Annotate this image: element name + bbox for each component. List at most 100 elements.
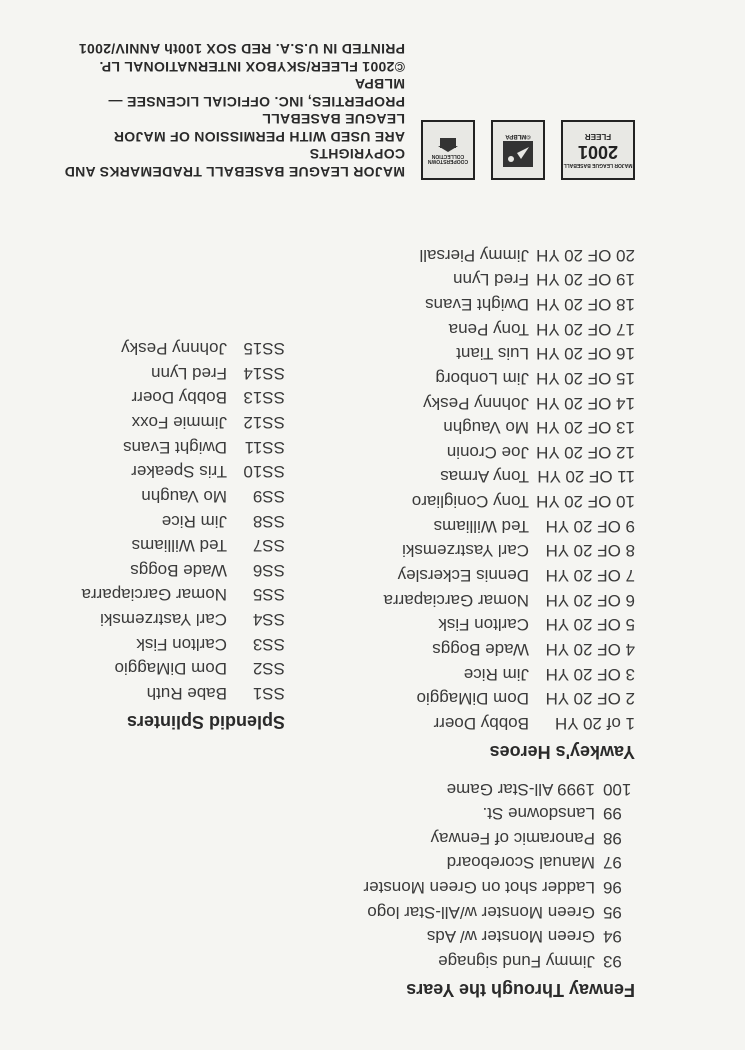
list-item: 7 OF 20 YHDennis Eckersley bbox=[335, 562, 635, 587]
item-code: 13 OF 20 YH bbox=[529, 415, 635, 440]
cooperstown-text: COOPERSTOWN COLLECTION bbox=[423, 153, 473, 164]
list-item: SS8Jim Rice bbox=[60, 508, 285, 533]
item-code: SS14 bbox=[227, 360, 285, 385]
item-num: 94 bbox=[595, 924, 635, 949]
item-name: Tony Pena bbox=[335, 316, 529, 341]
list-item: 16 OF 20 YHLuis Tiant bbox=[335, 341, 635, 366]
list-item: 93Jimmy Fund signage bbox=[335, 948, 635, 973]
item-code: 2 OF 20 YH bbox=[529, 686, 635, 711]
item-name: Manual Scoreboard bbox=[335, 850, 595, 875]
list-item: 19 OF 20 YHFred Lynn bbox=[335, 267, 635, 292]
list-item: 11 OF 20 YHTony Armas bbox=[335, 464, 635, 489]
item-code: 10 OF 20 YH bbox=[529, 488, 635, 513]
fleer-top-text: MAJOR LEAGUE BASEBALL bbox=[564, 162, 633, 168]
item-name: Joe Cronin bbox=[335, 439, 529, 464]
splendid-title: Splendid Splinters bbox=[60, 711, 285, 732]
list-item: 1 of 20 YHBobby Doerr bbox=[335, 710, 635, 735]
list-item: SS10Tris Speaker bbox=[60, 459, 285, 484]
item-code: SS11 bbox=[227, 434, 285, 459]
item-name: Jimmy Fund signage bbox=[335, 948, 595, 973]
list-item: SS3Carlton Fisk bbox=[60, 631, 285, 656]
item-num: 100 bbox=[595, 776, 635, 801]
item-code: SS5 bbox=[227, 582, 285, 607]
item-code: SS8 bbox=[227, 508, 285, 533]
list-item: SS9Mo Vaughn bbox=[60, 483, 285, 508]
list-item: SS7Ted Williams bbox=[60, 533, 285, 558]
list-item: SS15Johnny Pesky bbox=[60, 335, 285, 360]
item-code: SS3 bbox=[227, 631, 285, 656]
item-name: Bobby Doerr bbox=[335, 710, 529, 735]
mlbpa-text: ©MLBPA bbox=[505, 133, 530, 139]
list-item: 99Lansdowne St. bbox=[335, 801, 635, 826]
list-item: 13 OF 20 YHMo Vaughn bbox=[335, 415, 635, 440]
item-code: 4 OF 20 YH bbox=[529, 636, 635, 661]
fleer-year: 2001 bbox=[578, 141, 618, 162]
item-name: Jim Lonborg bbox=[335, 365, 529, 390]
item-name: Tony Conigliaro bbox=[335, 488, 529, 513]
list-item: 10 OF 20 YHTony Conigliaro bbox=[335, 488, 635, 513]
item-code: 9 OF 20 YH bbox=[529, 513, 635, 538]
item-name: Panoramic of Fenway bbox=[335, 825, 595, 850]
item-name: Jim Rice bbox=[335, 661, 529, 686]
list-item: 18 OF 20 YHDwight Evans bbox=[335, 291, 635, 316]
fleer-brand: FLEER bbox=[585, 132, 611, 141]
legal-line: PROPERTIES, INC. OFFICIAL LICENSEE — MLB… bbox=[60, 75, 405, 110]
item-name: Carl Yastrzemski bbox=[60, 606, 227, 631]
list-item: 96Ladder shot on Green Monster bbox=[335, 874, 635, 899]
item-name: Ladder shot on Green Monster bbox=[335, 874, 595, 899]
item-code: 11 OF 20 YH bbox=[529, 464, 635, 489]
item-name: Luis Tiant bbox=[335, 341, 529, 366]
item-name: Ted Williams bbox=[335, 513, 529, 538]
card-back-page: Fenway Through the Years 93Jimmy Fund si… bbox=[0, 0, 745, 1050]
list-item: 95Green Monster w/All-Star logo bbox=[335, 899, 635, 924]
list-item: SS6Wade Boggs bbox=[60, 557, 285, 582]
left-column: Fenway Through the Years 93Jimmy Fund si… bbox=[335, 200, 635, 1000]
item-code: SS12 bbox=[227, 409, 285, 434]
item-code: SS2 bbox=[227, 656, 285, 681]
list-item: 94Green Monster w/ Ads bbox=[335, 924, 635, 949]
fleer-logo: MAJOR LEAGUE BASEBALL 2001 FLEER bbox=[561, 120, 635, 180]
item-name: Carlton Fisk bbox=[335, 612, 529, 637]
item-name: Johnny Pesky bbox=[60, 335, 227, 360]
item-code: SS1 bbox=[227, 680, 285, 705]
item-code: SS4 bbox=[227, 606, 285, 631]
legal-line: PRINTED IN U.S.A. RED SOX 100th ANNIV/20… bbox=[60, 40, 405, 58]
item-code: SS6 bbox=[227, 557, 285, 582]
item-name: Dwight Evans bbox=[335, 291, 529, 316]
list-item: SS4Carl Yastrzemski bbox=[60, 606, 285, 631]
list-item: SS2Dom DiMaggio bbox=[60, 656, 285, 681]
item-num: 99 bbox=[595, 801, 635, 826]
item-name: Wade Boggs bbox=[335, 636, 529, 661]
item-name: Tony Armas bbox=[335, 464, 529, 489]
item-code: 19 OF 20 YH bbox=[529, 267, 635, 292]
legal-text: MAJOR LEAGUE BASEBALL TRADEMARKS AND COP… bbox=[60, 40, 405, 180]
list-item: 9 OF 20 YHTed Williams bbox=[335, 513, 635, 538]
list-item: 15 OF 20 YHJim Lonborg bbox=[335, 365, 635, 390]
legal-line: ARE USED WITH PERMISSION OF MAJOR LEAGUE… bbox=[60, 110, 405, 145]
list-item: 8 OF 20 YHCarl Yastrzemski bbox=[335, 538, 635, 563]
list-item: 14 OF 20 YHJohnny Pesky bbox=[335, 390, 635, 415]
item-code: 16 OF 20 YH bbox=[529, 341, 635, 366]
cooperstown-logo: COOPERSTOWN COLLECTION bbox=[421, 120, 475, 180]
item-name: Ted Williams bbox=[60, 533, 227, 558]
yawkey-title: Yawkey's Heroes bbox=[335, 741, 635, 762]
item-name: Dennis Eckersley bbox=[335, 562, 529, 587]
item-name: Jim Rice bbox=[60, 508, 227, 533]
list-item: SS14Fred Lynn bbox=[60, 360, 285, 385]
splendid-list: SS1Babe RuthSS2Dom DiMaggioSS3Carlton Fi… bbox=[60, 335, 285, 705]
item-code: 1 of 20 YH bbox=[529, 710, 635, 735]
item-code: SS15 bbox=[227, 335, 285, 360]
list-item: 3 OF 20 YHJim Rice bbox=[335, 661, 635, 686]
item-name: Green Monster w/All-Star logo bbox=[335, 899, 595, 924]
item-name: Wade Boggs bbox=[60, 557, 227, 582]
list-item: SS12Jimmie Foxx bbox=[60, 409, 285, 434]
item-name: Johnny Pesky bbox=[335, 390, 529, 415]
item-code: SS7 bbox=[227, 533, 285, 558]
item-code: 17 OF 20 YH bbox=[529, 316, 635, 341]
legal-line: ©2001 FLEER/SKYBOX INTERNATIONAL LP. bbox=[60, 58, 405, 76]
list-item: SS11Dwight Evans bbox=[60, 434, 285, 459]
item-num: 97 bbox=[595, 850, 635, 875]
list-item: 17 OF 20 YHTony Pena bbox=[335, 316, 635, 341]
list-item: 6 OF 20 YHNomar Garciaparra bbox=[335, 587, 635, 612]
item-name: Jimmy Piersall bbox=[335, 242, 529, 267]
